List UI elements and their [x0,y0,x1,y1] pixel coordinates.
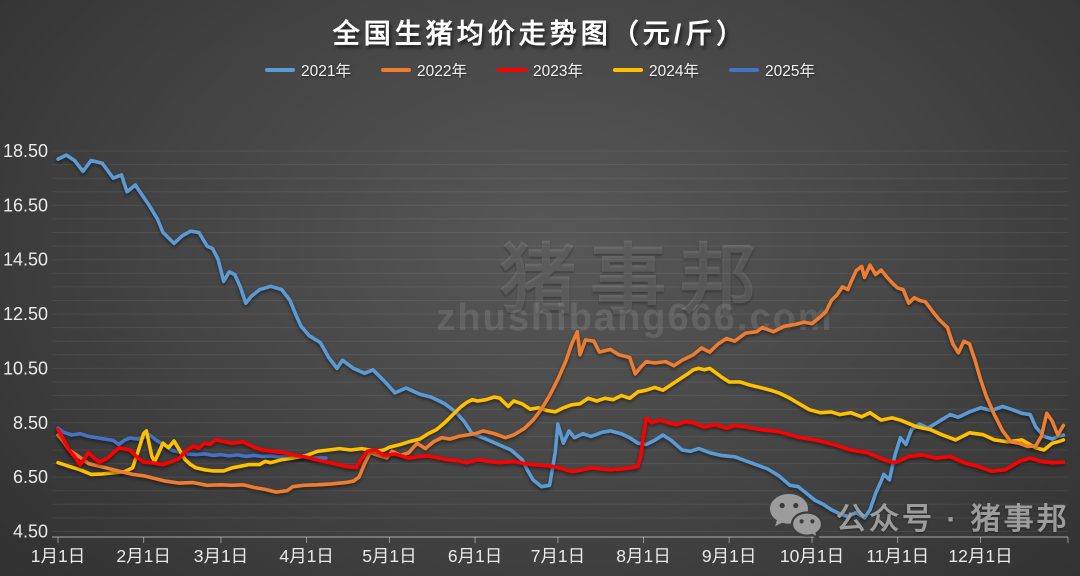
legend-item-2021: 2021年 [265,59,351,81]
legend-swatch-2023 [497,67,527,73]
chart-legend: 2021年 2022年 2023年 2024年 2025年 [0,59,1080,81]
svg-text:18.50: 18.50 [3,141,48,161]
legend-label-2021: 2021年 [301,63,352,80]
legend-swatch-2022 [381,67,412,73]
legend-label-2025: 2025年 [764,63,815,80]
svg-text:16.50: 16.50 [3,195,48,215]
svg-text:5月1日: 5月1日 [362,546,416,566]
svg-text:11月1日: 11月1日 [866,546,929,566]
legend-label-2023: 2023年 [533,63,583,80]
svg-text:8月1日: 8月1日 [616,546,670,566]
legend-label-2022: 2022年 [417,63,467,80]
legend-item-2022: 2022年 [381,59,467,81]
svg-text:3月1日: 3月1日 [194,546,248,566]
legend-swatch-2021 [265,67,296,73]
legend-swatch-2025 [728,67,759,73]
svg-text:10.50: 10.50 [3,358,48,378]
svg-text:7月1日: 7月1日 [531,546,585,566]
svg-text:14.50: 14.50 [3,250,48,270]
svg-text:12月1日: 12月1日 [948,546,1012,566]
svg-text:4.50: 4.50 [13,522,48,542]
wechat-badge: 公众号 · 猪事邦 [768,492,1070,540]
legend-label-2024: 2024年 [648,63,699,80]
svg-text:2月1日: 2月1日 [116,546,170,566]
svg-text:6.50: 6.50 [13,467,48,487]
svg-text:4月1日: 4月1日 [279,546,333,566]
legend-item-2024: 2024年 [612,59,699,81]
svg-text:1月1日: 1月1日 [31,546,85,566]
wechat-badge-text: 公众号 · 猪事邦 [836,503,1070,536]
svg-text:12.50: 12.50 [3,304,48,324]
svg-text:8.50: 8.50 [13,413,48,433]
svg-text:6月1日: 6月1日 [448,546,502,566]
wechat-icon [770,494,824,540]
legend-item-2025: 2025年 [728,59,815,81]
svg-text:9月1日: 9月1日 [702,546,756,566]
legend-swatch-2024 [612,67,643,73]
svg-text:10月1日: 10月1日 [780,546,844,566]
legend-item-2023: 2023年 [497,59,583,81]
chart-title: 全国生猪均价走势图（元/斤） [332,19,748,49]
